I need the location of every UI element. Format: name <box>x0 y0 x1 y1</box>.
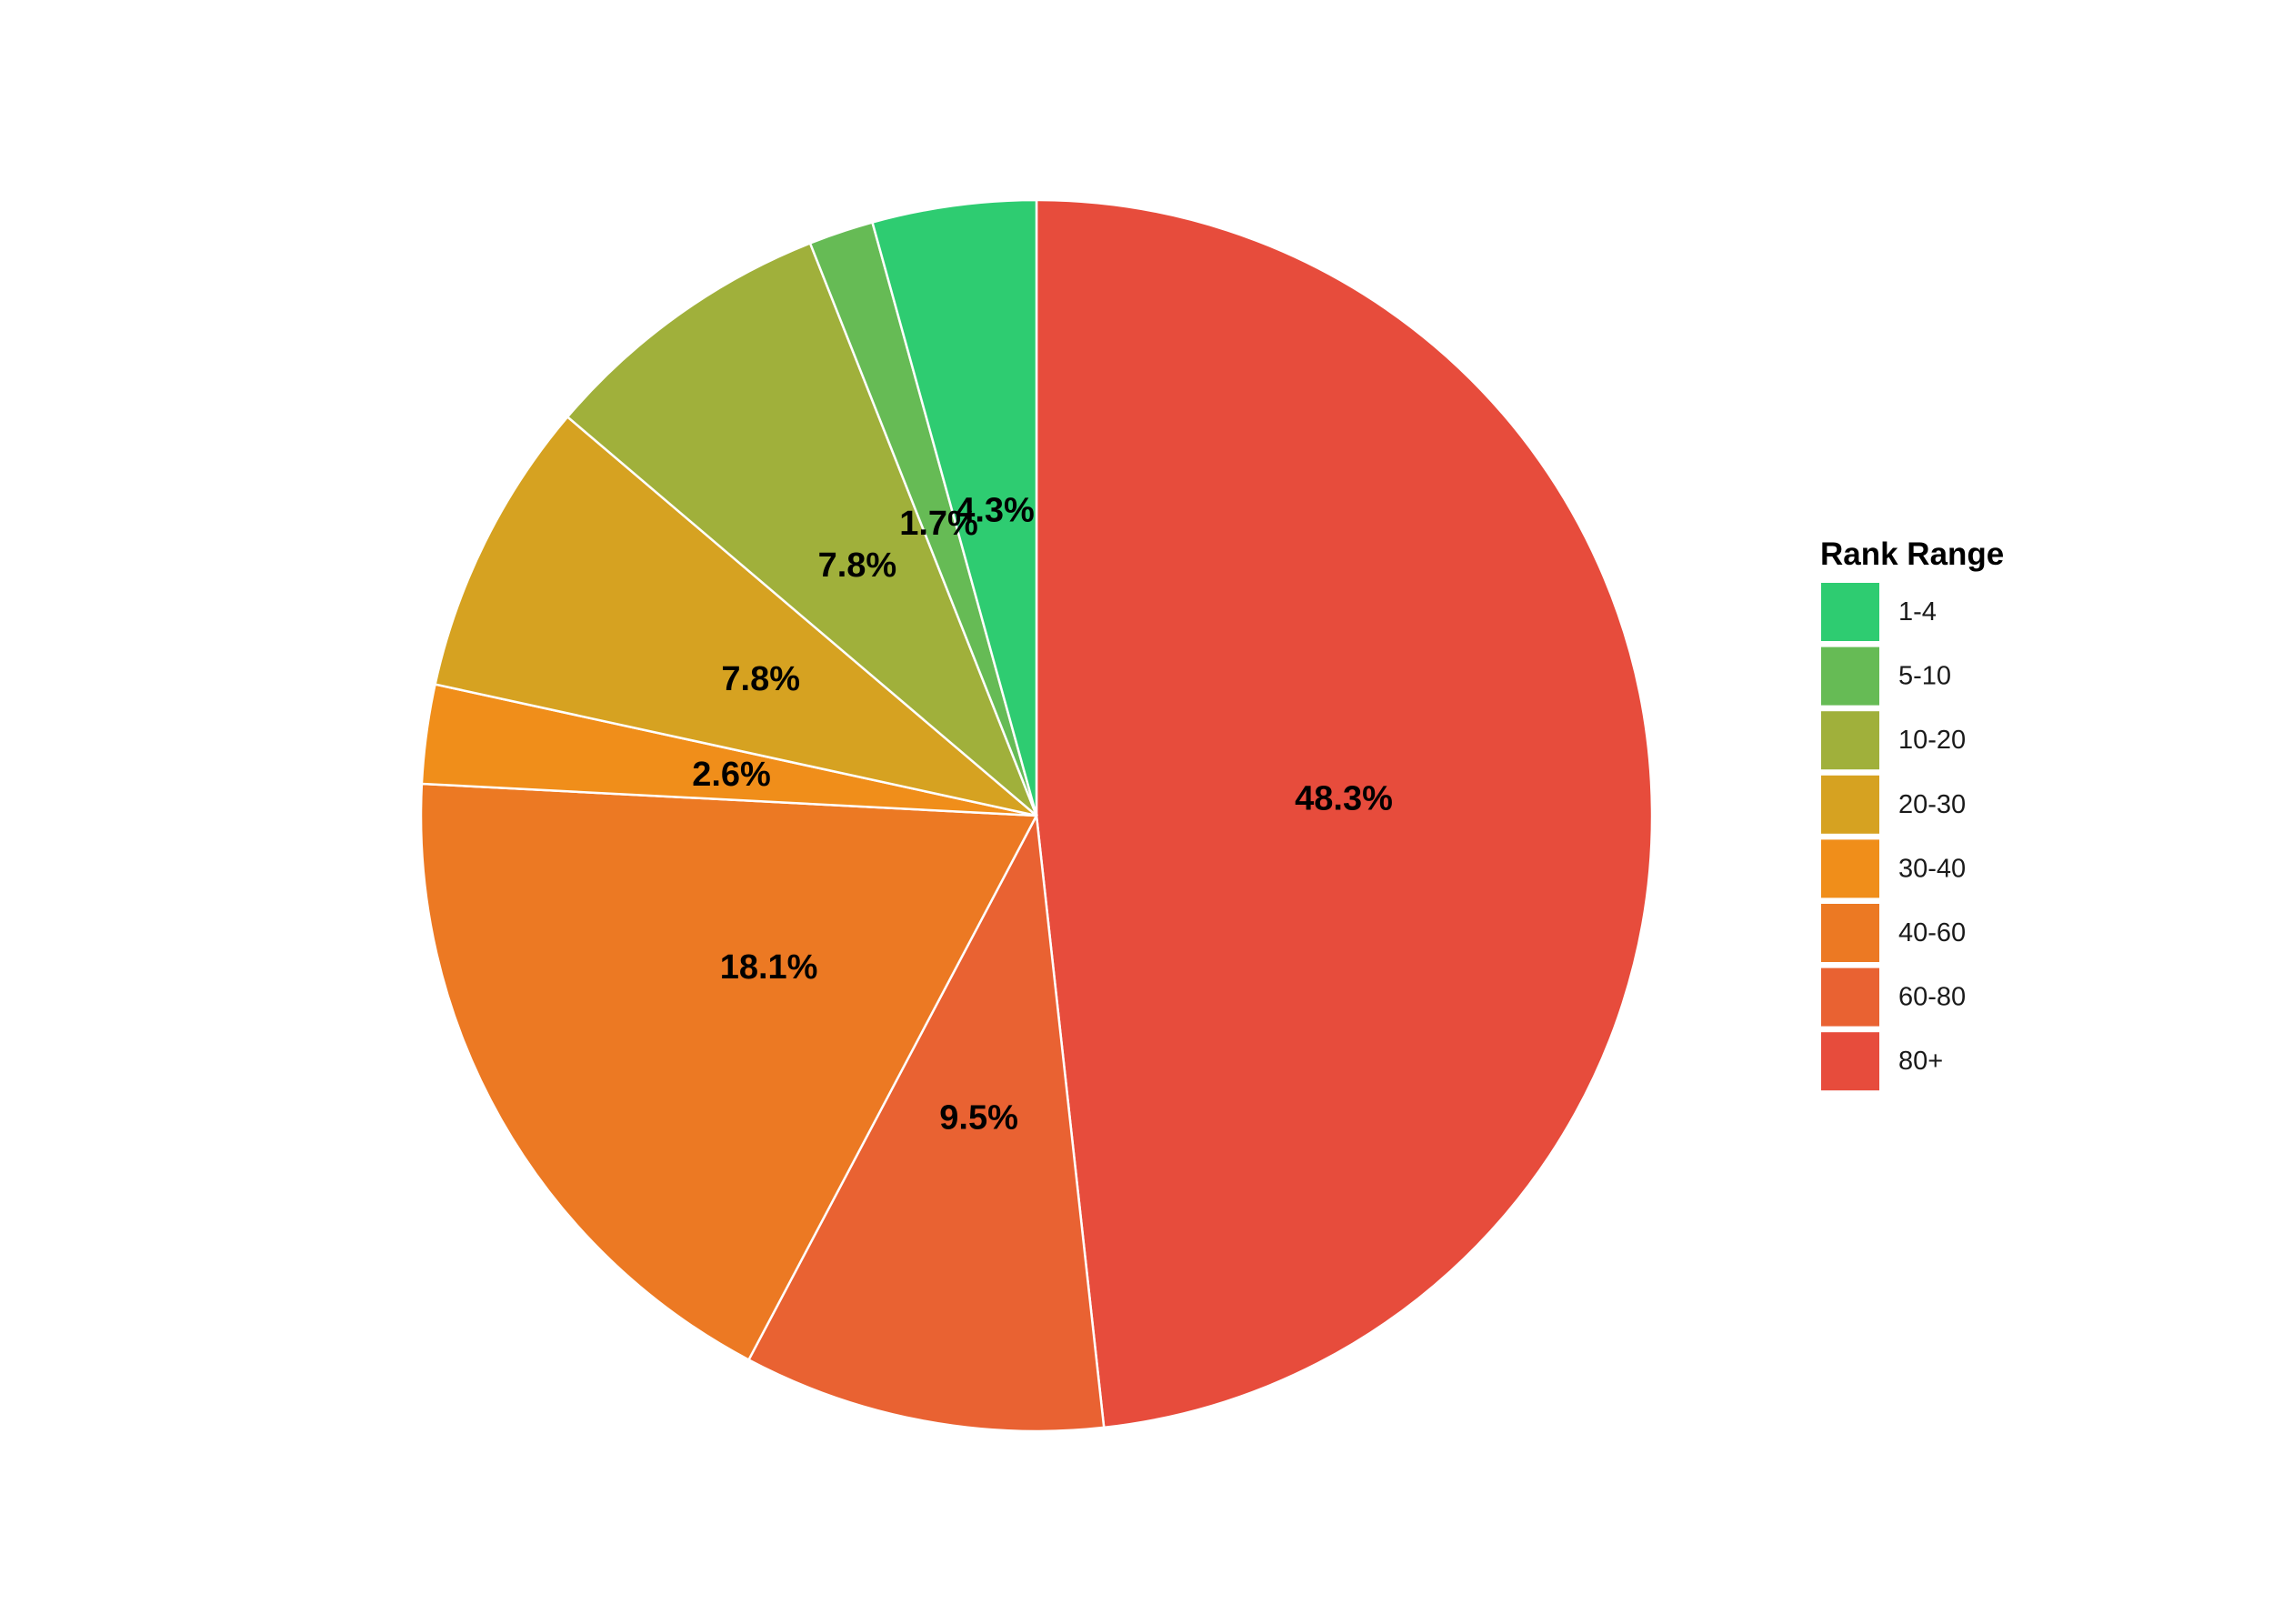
legend-label-40-60: 40-60 <box>1898 918 1966 947</box>
slice-label-20-30: 7.8% <box>721 660 800 698</box>
legend-swatch-10-20 <box>1819 709 1881 772</box>
pie-slices <box>419 198 1654 1433</box>
pie-slice-labels: 48.3%9.5%18.1%2.6%7.8%7.8%1.7%4.3% <box>692 492 1393 1138</box>
legend-label-60-80: 60-80 <box>1898 983 1966 1012</box>
legend-item-40-60: 40-60 <box>1819 902 1966 964</box>
legend-swatch-80plus <box>1819 1030 1881 1093</box>
legend-label-20-30: 20-30 <box>1898 790 1966 819</box>
legend-label-1-4: 1-4 <box>1898 597 1937 627</box>
legend-item-1-4: 1-4 <box>1819 581 1937 643</box>
slice-label-10-20: 7.8% <box>818 546 897 585</box>
pie-slice-20-30 <box>434 415 1037 817</box>
slice-label-40-60: 18.1% <box>720 948 818 987</box>
pie-slice-40-60 <box>419 782 1039 1362</box>
legend-swatch-30-40 <box>1819 837 1881 900</box>
legend-swatch-40-60 <box>1819 902 1881 964</box>
legend-item-30-40: 30-40 <box>1819 837 1966 900</box>
legend-item-20-30: 20-30 <box>1819 773 1966 836</box>
legend-items: 1-4 5-10 10-20 20-30 30-40 40-60 60-80 80+ <box>1819 581 1966 1093</box>
slice-label-80plus: 48.3% <box>1295 779 1393 817</box>
legend-swatch-1-4 <box>1819 581 1881 643</box>
legend-label-10-20: 10-20 <box>1898 726 1966 755</box>
pie-slice-10-20 <box>566 241 1038 817</box>
legend-item-80plus: 80+ <box>1819 1030 1943 1093</box>
legend-item-10-20: 10-20 <box>1819 709 1966 772</box>
slice-label-30-40: 2.6% <box>692 756 771 794</box>
legend-label-30-40: 30-40 <box>1898 854 1966 883</box>
slice-label-5-10: 1.7% <box>899 505 978 543</box>
legend-swatch-5-10 <box>1819 645 1881 707</box>
legend-item-60-80: 60-80 <box>1819 966 1966 1028</box>
legend-label-80plus: 80+ <box>1898 1047 1943 1076</box>
pie-slice-60-80 <box>746 811 1106 1433</box>
legend-title: Rank Range <box>1820 536 2004 572</box>
legend-label-5-10: 5-10 <box>1898 662 1951 691</box>
legend-swatch-20-30 <box>1819 773 1881 836</box>
slice-label-1-4: 4.3% <box>956 492 1035 530</box>
legend: Rank Range 1-4 5-10 10-20 20-30 30-40 40-60 60… <box>1819 536 2004 1093</box>
legend-swatch-60-80 <box>1819 966 1881 1028</box>
legend-item-5-10: 5-10 <box>1819 645 1951 707</box>
pie-slice-80plus <box>1035 198 1654 1429</box>
pie-slice-1-4 <box>870 198 1038 817</box>
slice-label-60-80: 9.5% <box>939 1099 1018 1138</box>
